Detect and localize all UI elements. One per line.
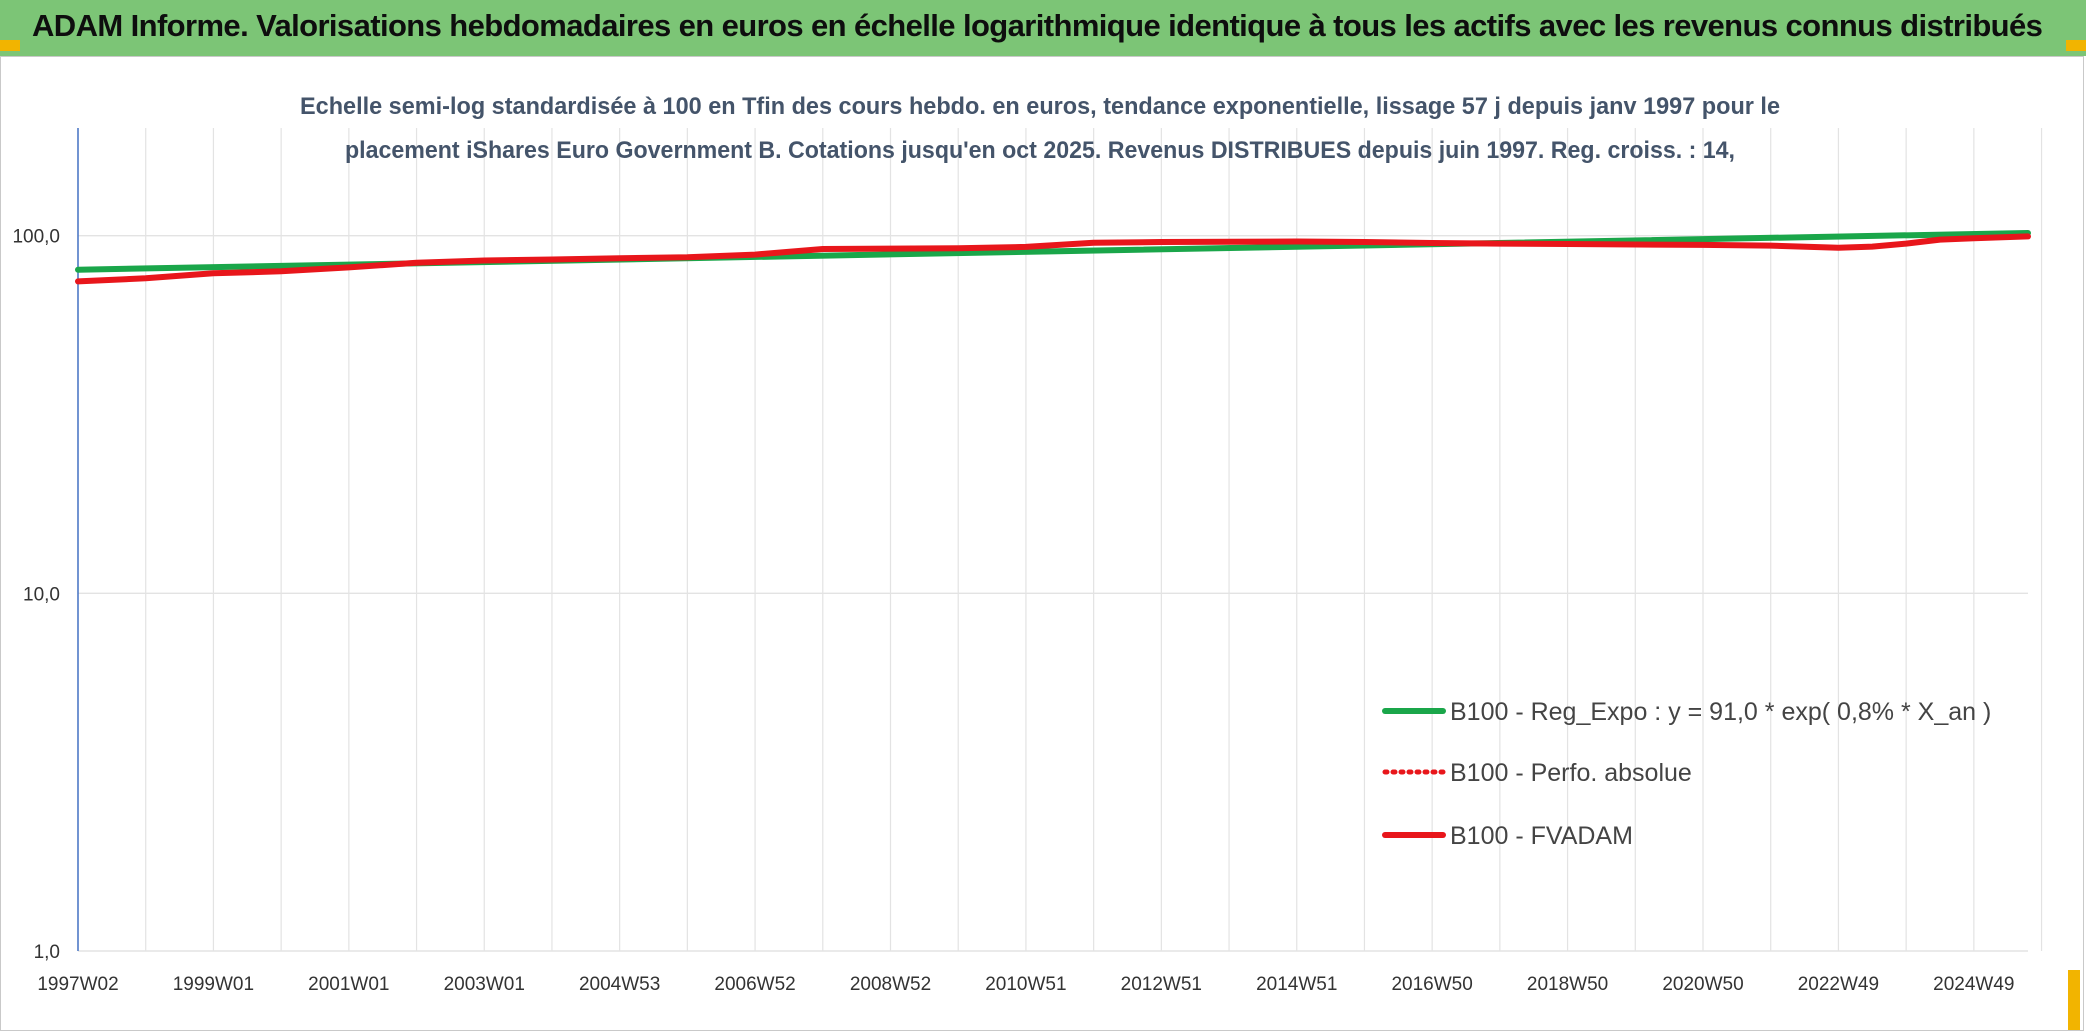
x-tick-label: 2004W53 <box>579 974 660 995</box>
chart-title-line2: placement iShares Euro Government B. Cot… <box>345 137 1735 164</box>
legend-label-fvadam-line: B100 - FVADAM <box>1450 822 1633 850</box>
x-tick-label: 2010W51 <box>985 974 1066 995</box>
x-tick-label: 2018W50 <box>1527 974 1608 995</box>
x-tick-label: 2006W52 <box>714 974 795 995</box>
x-tick-label: 2020W50 <box>1662 974 1743 995</box>
report-title: ADAM Informe. Valorisations hebdomadaire… <box>32 8 2043 43</box>
corner-marker-right <box>2066 40 2086 51</box>
x-tick-label: 1999W01 <box>173 974 254 995</box>
x-tick-label: 2024W49 <box>1933 974 2014 995</box>
y-tick-label: 100,0 <box>12 227 60 248</box>
chart-title-line1: Echelle semi-log standardisée à 100 en T… <box>300 93 1780 120</box>
legend-label-regression-line: B100 - Reg_Expo : y = 91,0 * exp( 0,8% *… <box>1450 698 1991 726</box>
x-tick-label: 2008W52 <box>850 974 931 995</box>
corner-marker-left <box>0 40 20 51</box>
x-tick-label: 2001W01 <box>308 974 389 995</box>
y-tick-label: 1,0 <box>34 942 60 963</box>
x-tick-label: 1997W02 <box>37 974 118 995</box>
x-tick-label: 2016W50 <box>1391 974 1472 995</box>
x-tick-label: 2012W51 <box>1121 974 1202 995</box>
fvadam-line <box>75 233 2031 285</box>
y-tick-label: 10,0 <box>23 584 60 605</box>
header-band <box>0 0 2086 56</box>
x-tick-label: 2003W01 <box>444 974 525 995</box>
legend-label-perfo-absolue-line: B100 - Perfo. absolue <box>1450 759 1692 787</box>
x-tick-label: 2014W51 <box>1256 974 1337 995</box>
x-tick-label: 2022W49 <box>1798 974 1879 995</box>
edge-marker <box>2068 970 2080 1030</box>
chart-frame <box>0 56 2084 1031</box>
